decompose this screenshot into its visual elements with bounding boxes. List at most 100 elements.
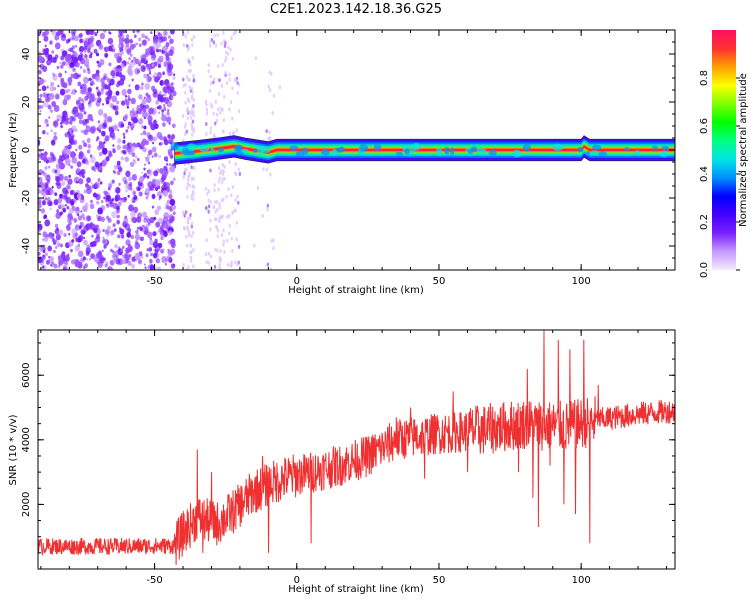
heatmap-noise-cell — [64, 158, 71, 166]
heatmap-noise-cell — [112, 124, 119, 132]
heatmap-faint-cell — [209, 81, 213, 86]
heatmap-noise-cell — [111, 267, 114, 270]
heatmap-noise-cell — [142, 111, 148, 119]
heatmap-band-blob — [331, 148, 338, 157]
heatmap-noise-cell — [125, 170, 131, 178]
heatmap-noise-cell — [152, 252, 158, 259]
heatmap-faint-cell — [219, 110, 222, 115]
heatmap-noise-cell — [134, 253, 141, 261]
snr-xtick-label: 100 — [572, 575, 591, 586]
heatmap-noise-cell — [163, 61, 169, 68]
heatmap-faint-cell — [219, 106, 223, 111]
heatmap-faint-cell — [207, 251, 211, 256]
heatmap-faint-cell — [221, 214, 224, 219]
heatmap-noise-cell — [41, 255, 46, 260]
heatmap-noise-cell — [72, 75, 75, 79]
heatmap-faint-cell — [223, 44, 227, 49]
heatmap-noise-cell — [52, 233, 55, 237]
heatmap-noise-cell — [47, 245, 53, 252]
heatmap-noise-cell — [38, 170, 41, 175]
heatmap-noise-cell — [38, 139, 41, 145]
heatmap-faint-cell — [185, 235, 188, 240]
heatmap-noise-cell — [98, 151, 103, 157]
heatmap-faint-cell — [225, 194, 228, 199]
heatmap-noise-cell — [100, 200, 104, 204]
heatmap-faint-cell — [213, 77, 216, 82]
heatmap-noise-cell — [60, 124, 64, 129]
heatmap-noise-cell — [165, 42, 170, 48]
heatmap-noise-cell — [85, 30, 89, 34]
heatmap-noise-cell — [118, 166, 123, 173]
heatmap-faint-cell — [186, 220, 190, 225]
heatmap-noise-cell — [56, 182, 62, 190]
heatmap-faint-cell — [185, 43, 189, 48]
heatmap-noise-cell — [127, 97, 131, 102]
heatmap-noise-cell — [143, 116, 146, 120]
heatmap-faint-cell — [266, 207, 269, 212]
heatmap-noise-cell — [40, 247, 43, 251]
heatmap-noise-cell — [163, 93, 167, 97]
heatmap-band-blob — [652, 145, 658, 151]
heatmap-faint-cell — [222, 118, 226, 123]
heatmap-noise-cell — [44, 252, 48, 257]
heatmap-noise-cell — [94, 31, 98, 37]
heatmap-noise-cell — [79, 52, 84, 58]
heatmap-noise-cell — [52, 156, 57, 162]
heatmap-noise-cell — [82, 140, 85, 144]
heatmap-faint-cell — [224, 50, 228, 55]
heatmap-noise-cell — [43, 156, 48, 163]
heatmap-noise-cell — [106, 78, 111, 83]
heatmap-noise-cell — [159, 96, 165, 103]
heatmap-noise-cell — [95, 138, 99, 142]
heatmap-faint-cell — [214, 217, 217, 222]
heatmap-noise-cell — [73, 198, 77, 203]
heatmap-noise-cell — [146, 76, 152, 83]
heatmap-faint-cell — [226, 238, 229, 243]
heatmap-noise-cell — [153, 152, 158, 158]
heatmap-faint-cell — [217, 166, 221, 171]
heatmap-faint-cell — [205, 238, 208, 243]
heatmap-noise-cell — [55, 93, 60, 100]
heatmap-noise-cell — [58, 30, 64, 35]
heatmap-noise-cell — [95, 86, 99, 90]
heatmap-noise-cell — [78, 151, 84, 158]
heatmap-noise-cell — [38, 97, 42, 102]
heatmap-noise-cell — [59, 243, 63, 248]
heatmap-noise-cell — [45, 189, 51, 196]
heatmap-noise-cell — [170, 134, 176, 140]
heatmap-noise-cell — [158, 105, 162, 110]
heatmap-noise-cell — [103, 113, 108, 119]
heatmap-faint-cell — [231, 131, 235, 136]
heatmap-noise-cell — [78, 96, 82, 102]
heatmap-faint-cell — [187, 45, 191, 50]
heatmap-noise-cell — [126, 60, 130, 65]
heatmap-band-blob — [376, 144, 382, 150]
heatmap-noise-cell — [102, 103, 105, 106]
heatmap-noise-cell — [83, 142, 87, 147]
heatmap-noise-cell — [125, 239, 131, 246]
heatmap-faint-cell — [209, 218, 212, 223]
heatmap-faint-cell — [228, 131, 232, 136]
heatmap-noise-cell — [59, 211, 63, 216]
heatmap-noise-cell — [144, 163, 147, 166]
heatmap-noise-cell — [79, 104, 82, 108]
heatmap-noise-cell — [158, 48, 162, 52]
heatmap-noise-cell — [99, 257, 105, 264]
snr-xtick-label: 50 — [433, 575, 446, 586]
heatmap-noise-cell — [58, 259, 64, 266]
heatmap-signal-band — [174, 145, 675, 155]
heatmap-noise-cell — [41, 259, 44, 263]
heatmap-band-blob — [170, 142, 179, 151]
heatmap-band-blob — [234, 146, 242, 152]
heatmap-faint-cell — [186, 225, 189, 230]
heatmap-noise-cell — [128, 70, 133, 77]
heatmap-noise-cell — [143, 125, 147, 130]
heatmap-noise-cell — [106, 234, 110, 237]
heatmap-noise-cell — [169, 38, 174, 45]
heatmap-faint-cell — [187, 68, 191, 73]
heatmap-noise-cell — [42, 231, 48, 238]
heatmap-noise-cell — [160, 235, 164, 241]
heatmap-noise-cell — [41, 31, 46, 37]
heatmap-noise-cell — [90, 156, 96, 164]
heatmap-noise-cell — [39, 109, 42, 113]
